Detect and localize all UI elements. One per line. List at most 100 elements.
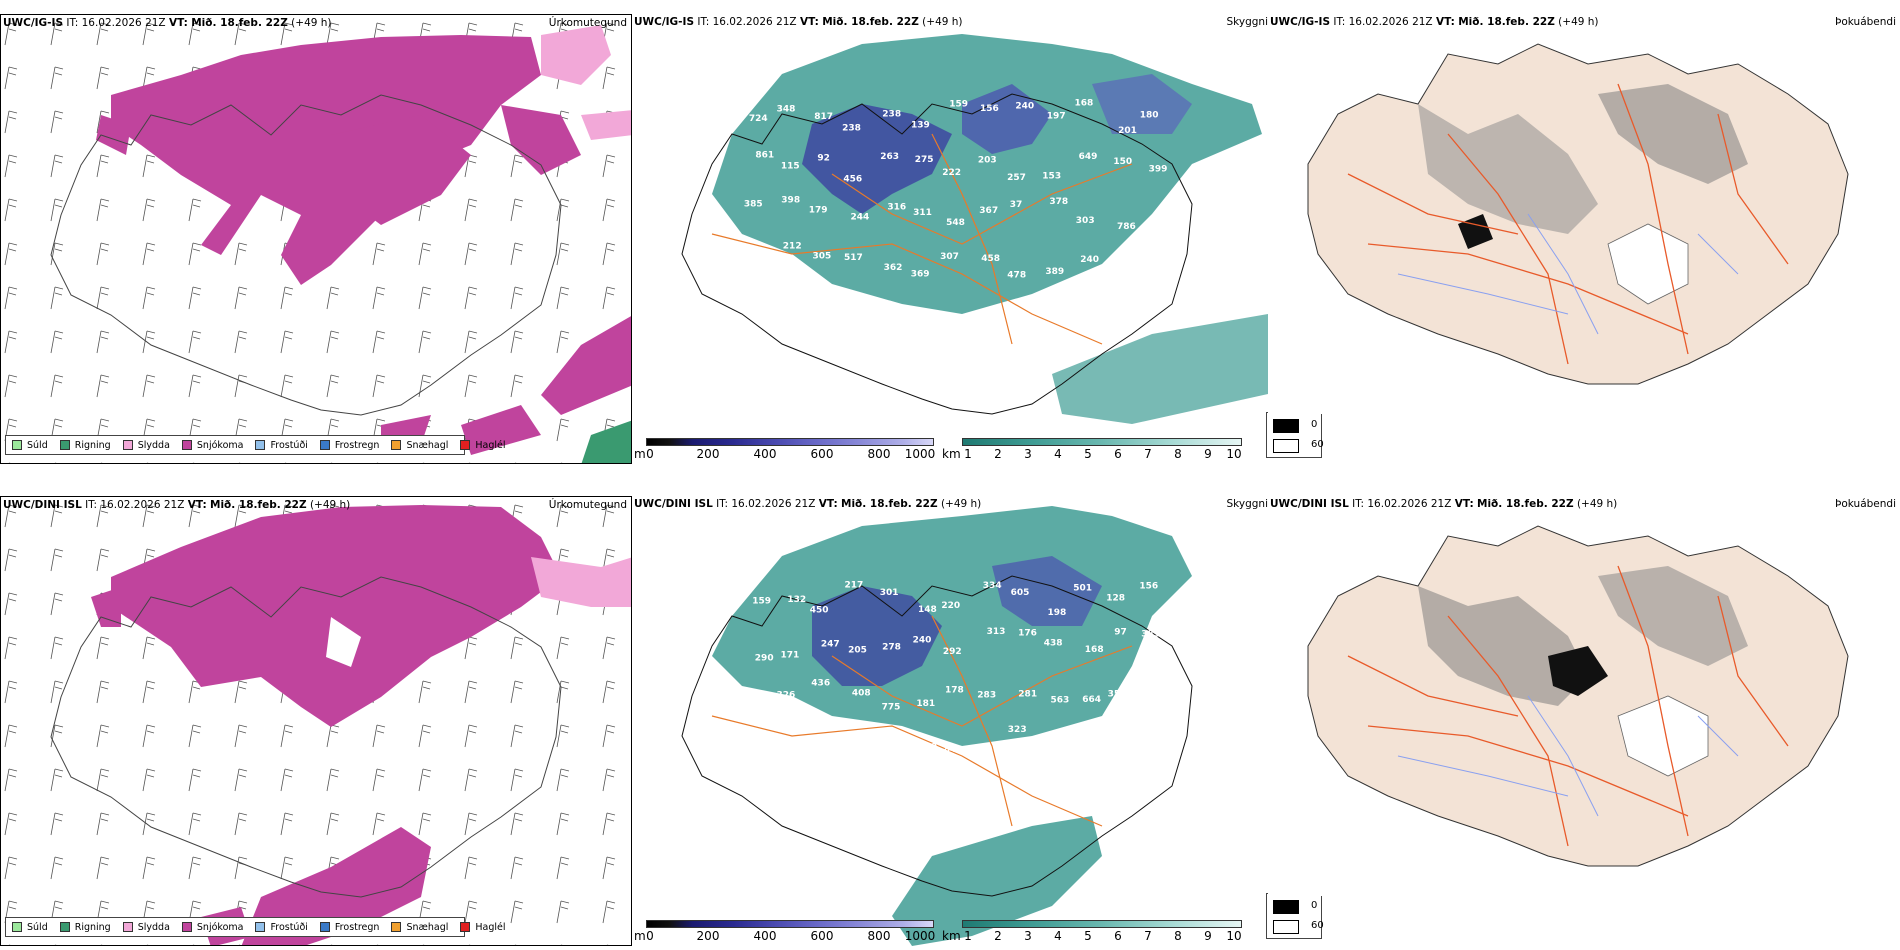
panel-title: Úrkomutegund [548, 499, 627, 511]
visibility-label: 275 [915, 155, 934, 165]
visibility-label: 738 [853, 751, 872, 761]
visibility-label: 168 [1085, 645, 1104, 655]
legend-item: Rigning [59, 922, 111, 933]
visibility-label: 436 [811, 679, 830, 689]
visibility-label: 350 [1108, 689, 1127, 699]
visibility-label: 456 [843, 175, 862, 185]
visibility-label: 139 [911, 120, 930, 130]
legend-swatch [319, 922, 330, 932]
colorbar-tick: 6 [1114, 929, 1122, 943]
visibility-label: 30 [1151, 249, 1164, 259]
colorbar-unit: km [942, 929, 961, 943]
colorbar-tick: 9 [1204, 929, 1212, 943]
visibility-label: 92 [817, 153, 830, 163]
visibility-label: 217 [845, 581, 864, 591]
legend-swatch [460, 922, 471, 932]
panel-title: Skyggni [1226, 16, 1269, 28]
precip-type-panel-bottom: UWC/DINI ISL IT: 16.02.2026 21Z VT: Mið.… [0, 496, 632, 946]
legend-swatch [391, 922, 402, 932]
visibility-label: 238 [882, 109, 901, 119]
legend-swatch [59, 922, 70, 932]
legend-item: Frostregn [319, 922, 379, 933]
colorbar-unit: m [634, 929, 646, 943]
visibility-label: 301 [880, 588, 899, 598]
fog-index-map-bottom [1307, 525, 1849, 867]
precip-type-panel-top: UWC/IG-IS IT: 16.02.2026 21Z VT: Mið. 18… [0, 14, 632, 464]
colorbar-tick: 4 [1054, 929, 1062, 943]
visibility-label: 326 [777, 691, 796, 701]
visibility-label: 159 [752, 596, 771, 606]
colorbar-tick: 2 [994, 929, 1002, 943]
visibility-label: 115 [1107, 265, 1126, 275]
fog-swatch-light [1273, 920, 1299, 934]
visibility-label: 159 [949, 99, 968, 109]
visibility-label: 278 [882, 642, 901, 652]
visibility-label: 150 [1113, 157, 1132, 167]
visibility-label: 939 [918, 743, 937, 753]
colorbar-tick: 1000 [904, 929, 936, 943]
visibility-label: 861 [755, 151, 774, 161]
legend-item: Snæhagl [391, 440, 448, 451]
panel-title: Skyggni [1226, 498, 1269, 510]
visibility-label: 132 [787, 595, 806, 605]
colorbar-tick: 9 [1204, 447, 1212, 461]
fog-swatch-dark [1273, 419, 1299, 433]
visibility-label: 501 [1073, 583, 1092, 593]
visibility-label: 303 [1076, 216, 1095, 226]
visibility-label: 37 [1010, 200, 1023, 210]
legend-swatch [59, 440, 70, 450]
visibility-label: 222 [942, 168, 961, 178]
legend-swatch [460, 440, 471, 450]
panel-title: Þokuábendi [1835, 16, 1896, 28]
colorbar-tick: 1000 [904, 447, 936, 461]
fog-legend-top: 0 60 [1266, 412, 1324, 458]
legend-swatch [122, 440, 133, 450]
visibility-label: 309 [880, 747, 899, 757]
visibility-label: 197 [1047, 112, 1066, 122]
visibility-label: 290 [755, 654, 774, 664]
legend-swatch [12, 440, 22, 450]
panel-header: UWC/IG-IS IT: 16.02.2026 21Z VT: Mið. 18… [634, 16, 963, 28]
visibility-label: 478 [1007, 271, 1026, 281]
panel-title: Þokuábendi [1835, 498, 1896, 510]
legend-item: Frostúði [255, 922, 308, 933]
fog-legend-label: 0 [1311, 900, 1318, 911]
visibility-label: 383 [1141, 630, 1160, 640]
colorbar-tick: 3 [1024, 929, 1032, 943]
visibility-label: 240 [1080, 255, 1099, 265]
colorbar-tick: 5 [1084, 447, 1092, 461]
visibility-label: 156 [1139, 582, 1158, 592]
visibility-label: 313 [987, 627, 1006, 637]
colorbar-tick: 200 [696, 929, 720, 943]
fog-legend-bottom: 0 60 [1266, 893, 1324, 939]
visibility-label: 367 [979, 206, 998, 216]
visibility-label: 181 [916, 699, 935, 709]
colorbar-tick: 3 [1024, 447, 1032, 461]
visibility-label: 258 [744, 744, 763, 754]
legend-item: Rigning [59, 440, 111, 451]
fog-index-panel-bottom: UWC/DINI ISL IT: 16.02.2026 21Z VT: Mið.… [1268, 496, 1900, 896]
visibility-label: 203 [978, 156, 997, 166]
legend-swatch [319, 440, 330, 450]
colorbar-tick: 10 [1226, 447, 1242, 461]
legend-swatch [255, 440, 266, 450]
colorbar-unit: m [634, 447, 646, 461]
visibility-label: 180 [1140, 110, 1159, 120]
colorbar-tick: 0 [646, 929, 654, 943]
colorbar-tick: 0 [646, 447, 654, 461]
visibility-label: 786 [1117, 222, 1136, 232]
legend-item: Snjókoma [181, 922, 243, 933]
colorbar-tick: 7 [1144, 929, 1152, 943]
visibility-label: 366 [1145, 699, 1164, 709]
visibility-label: 205 [848, 646, 867, 656]
visibility-label: 385 [744, 200, 763, 210]
visibility-label: 97 [1114, 627, 1127, 637]
visibility-label: 664 [1082, 695, 1101, 705]
visibility-label: 323 [1008, 725, 1027, 735]
colorbar-m: m 0 200 400 600 800 1000 [634, 438, 936, 464]
panel-title: Úrkomutegund [548, 17, 627, 29]
colorbar-tick: 400 [753, 447, 777, 461]
colorbar-tick: 200 [696, 447, 720, 461]
visibility-label: 176 [1018, 628, 1037, 638]
